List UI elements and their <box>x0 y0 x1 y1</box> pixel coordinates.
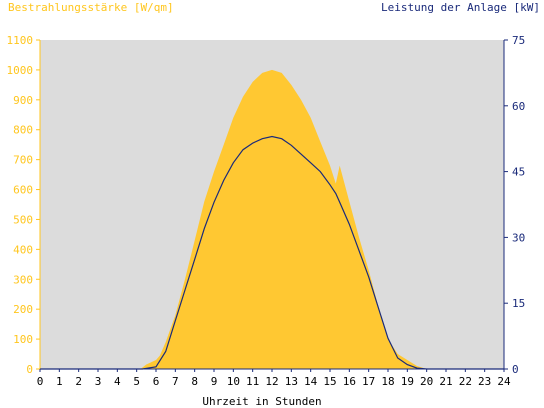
x-tick-label: 9 <box>211 375 218 388</box>
x-tick-label: 1 <box>56 375 63 388</box>
left-y-tick-label: 600 <box>13 184 33 197</box>
left-y-tick-label: 0 <box>26 363 33 376</box>
x-tick-label: 6 <box>153 375 160 388</box>
x-tick-label: 10 <box>227 375 240 388</box>
left-y-tick-label: 100 <box>13 333 33 346</box>
x-tick-label: 12 <box>265 375 278 388</box>
left-y-tick-label: 700 <box>13 154 33 167</box>
x-tick-label: 13 <box>285 375 298 388</box>
left-y-tick-label: 900 <box>13 94 33 107</box>
left-y-tick-label: 1100 <box>7 34 34 47</box>
x-tick-label: 2 <box>75 375 82 388</box>
x-tick-label: 0 <box>37 375 44 388</box>
left-y-tick-label: 800 <box>13 124 33 137</box>
x-axis-title: Uhrzeit in Stunden <box>202 395 321 408</box>
left-y-ticks: 0 100 200 300 400 500 600 700 800 900 1000 1100 <box>7 34 40 376</box>
x-tick-label: 20 <box>420 375 433 388</box>
x-tick-label: 3 <box>95 375 102 388</box>
left-y-tick-label: 400 <box>13 243 33 256</box>
x-tick-label: 22 <box>459 375 472 388</box>
right-y-tick-label: 75 <box>512 34 525 47</box>
left-y-tick-label: 1000 <box>7 64 34 77</box>
x-tick-label: 5 <box>133 375 140 388</box>
x-tick-label: 4 <box>114 375 121 388</box>
left-y-tick-label: 200 <box>13 303 33 316</box>
x-tick-label: 24 <box>497 375 511 388</box>
x-ticks: 0 1 2 3 4 5 6 7 8 9 10 11 12 13 14 15 16 17 18 19 20 21 22 23 24 <box>37 369 511 388</box>
x-tick-label: 18 <box>381 375 394 388</box>
right-y-tick-label: 60 <box>512 100 525 113</box>
x-tick-label: 23 <box>478 375 491 388</box>
right-y-tick-label: 30 <box>512 231 525 244</box>
right-y-tick-label: 0 <box>512 363 519 376</box>
x-tick-label: 17 <box>362 375 375 388</box>
right-y-tick-label: 15 <box>512 297 525 310</box>
series-area-irradiance <box>40 69 504 370</box>
left-axis-title: Bestrahlungsstärke [W/qm] <box>8 1 174 14</box>
x-tick-label: 11 <box>246 375 259 388</box>
right-axis-title: Leistung der Anlage [kW] <box>381 1 540 14</box>
x-tick-label: 15 <box>323 375 336 388</box>
x-tick-label: 16 <box>343 375 356 388</box>
x-tick-label: 14 <box>304 375 318 388</box>
x-tick-label: 21 <box>439 375 452 388</box>
right-y-ticks: 0 15 30 45 60 75 <box>504 34 525 376</box>
series-line-power <box>40 135 504 370</box>
x-tick-label: 8 <box>191 375 198 388</box>
x-tick-label: 19 <box>401 375 414 388</box>
left-y-tick-label: 500 <box>13 213 33 226</box>
right-y-tick-label: 45 <box>512 166 525 179</box>
left-y-tick-label: 300 <box>13 273 33 286</box>
x-tick-label: 7 <box>172 375 179 388</box>
